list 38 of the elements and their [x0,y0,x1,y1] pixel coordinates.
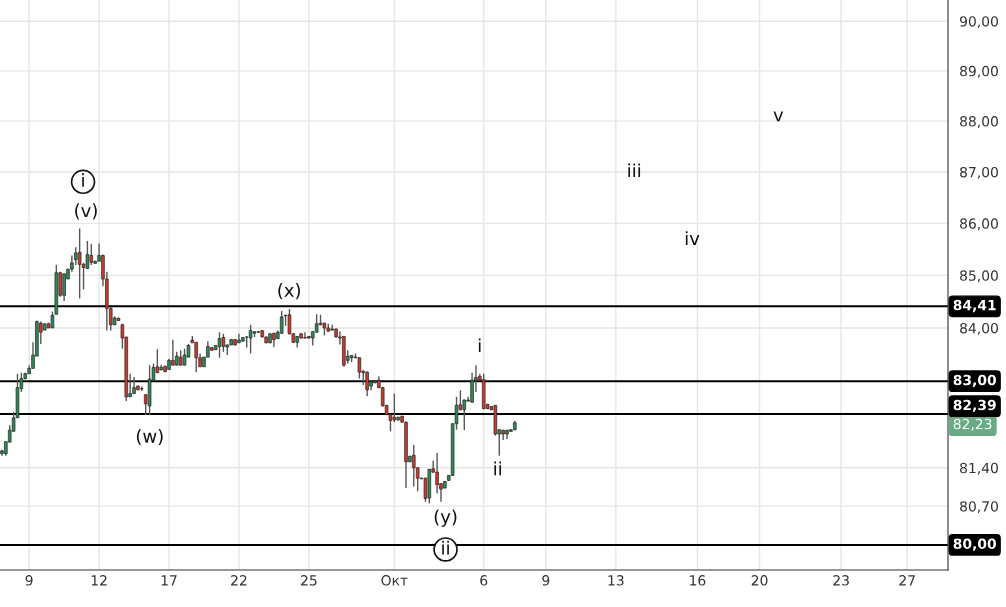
y-tick-label: 81,40 [960,462,998,475]
x-tick-label: 13 [608,575,624,586]
ref-line-label: 84,41 [953,299,996,313]
annotation: iv [685,231,700,245]
x-tick-label: 9 [25,575,33,586]
x-tick-label: 23 [833,575,849,586]
y-tick-label: 89,00 [960,65,998,78]
x-tick-label: Окт [381,575,408,586]
annotation: i [478,338,481,353]
y-tick-label: 90,00 [959,16,998,29]
x-tick-label: 20 [751,575,768,586]
x-tick-label: 17 [161,575,177,586]
y-tick-label: 87,00 [960,166,998,179]
annotation: (w) [136,429,163,446]
text: 82,23 [953,418,992,431]
x-tick-label: 12 [91,575,107,586]
annotation: i [82,173,84,187]
annotation: (x) [278,283,300,300]
x-tick-label: 6 [480,575,488,586]
ref-line-label: 80,00 [953,538,997,551]
annotation: ii [494,461,502,476]
ref-line-label: 83,00 [953,374,997,388]
y-tick-label: 85,00 [960,270,998,283]
annotation: (v) [75,203,97,220]
x-tick-label: 25 [301,575,317,586]
x-tick-label: 27 [899,575,915,586]
y-tick-label: 80,70 [960,501,998,514]
annotation: (y) [434,509,457,527]
x-tick-label: 16 [690,575,706,586]
y-tick-label: 88,00 [960,116,998,129]
annotation: ii [442,540,449,555]
ref-line-label: 82,39 [953,399,996,413]
x-tick-label: 9 [542,575,550,586]
y-tick-label: 84,00 [960,322,998,335]
y-tick-label: 86,00 [960,218,998,231]
annotation: v [773,111,784,122]
annotation: iii [628,163,641,178]
x-tick-label: 22 [231,575,247,586]
